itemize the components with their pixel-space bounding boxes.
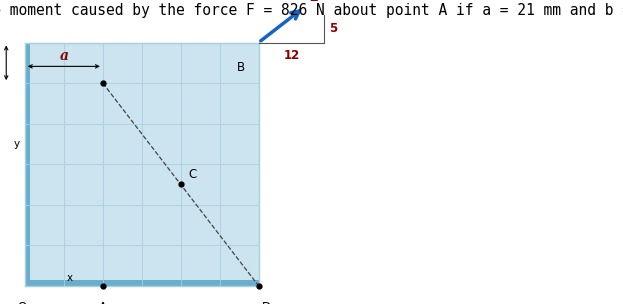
Text: O: O	[17, 301, 26, 304]
Text: A: A	[99, 301, 107, 304]
Text: D: D	[262, 301, 271, 304]
Text: C: C	[188, 168, 196, 181]
Bar	[25, 280, 259, 286]
Text: x: x	[67, 273, 73, 283]
Text: B: B	[237, 61, 245, 74]
Bar	[25, 43, 259, 286]
Text: Find the moment caused by the force F = 826 N about point A if a = 21 mm and b =: Find the moment caused by the force F = …	[0, 3, 623, 18]
Text: 5: 5	[329, 22, 338, 35]
Text: a: a	[59, 49, 69, 63]
Text: 12: 12	[283, 49, 300, 62]
Text: y: y	[14, 139, 20, 149]
Bar	[25, 43, 30, 286]
Text: F: F	[311, 0, 323, 5]
